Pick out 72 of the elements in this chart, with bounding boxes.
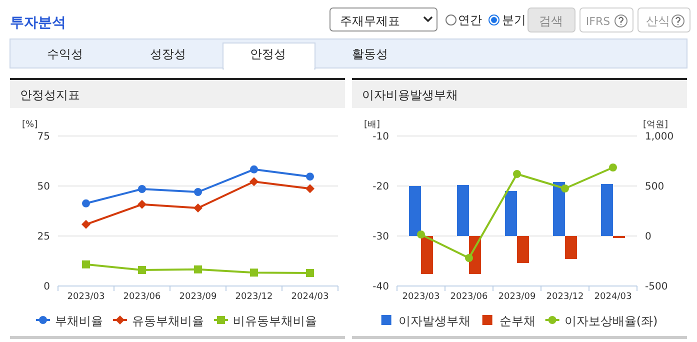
text: 산식 <box>646 14 670 28</box>
y-tick-label: 75 <box>37 132 50 142</box>
y2-tick-label: 0 <box>645 232 652 242</box>
bar <box>565 236 577 259</box>
y-tick-label: -40 <box>372 282 389 292</box>
point <box>82 199 90 208</box>
y-tick-label: -20 <box>372 182 389 192</box>
x-tick-label: 2023/06 <box>450 292 488 302</box>
point <box>561 184 569 192</box>
chart-title: 이자비용발생부채 <box>362 88 458 102</box>
x-tick-label: 2023/12 <box>235 292 273 302</box>
point <box>250 268 258 277</box>
text: 분기 <box>502 13 526 27</box>
point <box>82 220 90 229</box>
bar <box>409 186 421 236</box>
y2-tick-label: -500 <box>645 282 668 292</box>
point <box>194 188 202 196</box>
text: 수익성 <box>47 47 83 61</box>
legend-label: 비유동부채비율 <box>233 314 317 328</box>
chart-title: 안정성지표 <box>20 88 80 102</box>
point <box>306 172 314 181</box>
text: 투자분석 <box>10 15 66 31</box>
bar <box>421 236 433 274</box>
y2-tick-label: 1,000 <box>645 132 674 142</box>
point <box>138 185 146 193</box>
y2-tick-label: 500 <box>645 182 664 192</box>
bar <box>457 185 469 236</box>
legend-label: 유동부채비율 <box>132 314 204 328</box>
point <box>138 266 146 274</box>
text: 활동성 <box>352 47 388 61</box>
x-tick-label: 2023/09 <box>179 292 217 302</box>
y-tick-label: -30 <box>372 232 389 242</box>
y-tick-label: 50 <box>37 182 50 192</box>
y-tick-label: -10 <box>372 132 389 142</box>
point <box>417 230 425 238</box>
point <box>306 184 314 194</box>
x-tick-label: 2023/12 <box>546 292 584 302</box>
text: 연간 <box>458 13 482 27</box>
point <box>609 164 617 172</box>
x-tick-label: 2023/03 <box>402 292 440 302</box>
legend-label: 부채비율 <box>55 314 103 328</box>
bar <box>517 236 529 263</box>
y-axis-title: [배] <box>364 120 380 130</box>
point <box>250 177 258 186</box>
x-tick-label: 2024/03 <box>291 292 329 302</box>
text: 검색 <box>539 14 563 28</box>
x-tick-label: 2024/03 <box>594 292 632 302</box>
point <box>306 269 314 277</box>
x-tick-label: 2023/03 <box>67 292 105 302</box>
bar <box>601 184 613 236</box>
bar <box>553 182 565 236</box>
point <box>194 204 202 212</box>
legend-label: 이자보상배율(좌) <box>564 314 658 328</box>
y2-axis-title: [억원] <box>643 120 668 130</box>
text: 주재무제표 <box>340 14 400 28</box>
y-axis-title: [%] <box>22 120 38 130</box>
text: 안정성 <box>250 47 286 61</box>
bar <box>505 191 517 236</box>
point <box>250 165 258 174</box>
legend-label: 이자발생부채 <box>398 314 470 328</box>
text: 성장성 <box>150 47 186 61</box>
x-tick-label: 2023/09 <box>498 292 536 302</box>
x-tick-label: 2023/06 <box>123 292 161 302</box>
text: IFRS <box>586 15 610 28</box>
point <box>138 200 146 209</box>
point <box>194 265 202 274</box>
y-tick-label: 25 <box>37 232 50 242</box>
y-tick-label: 0 <box>44 282 50 292</box>
point <box>465 254 473 262</box>
point <box>513 170 521 178</box>
point <box>82 260 90 268</box>
legend-label: 순부채 <box>499 314 536 328</box>
